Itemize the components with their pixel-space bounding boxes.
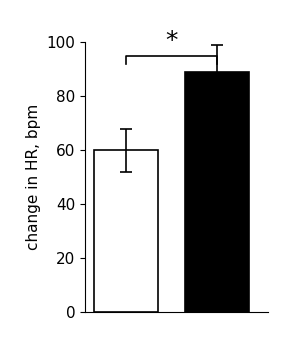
Y-axis label: change in HR, bpm: change in HR, bpm: [26, 104, 41, 250]
Text: *: *: [166, 29, 178, 53]
Bar: [94, 150, 158, 312]
Bar: [185, 72, 249, 312]
